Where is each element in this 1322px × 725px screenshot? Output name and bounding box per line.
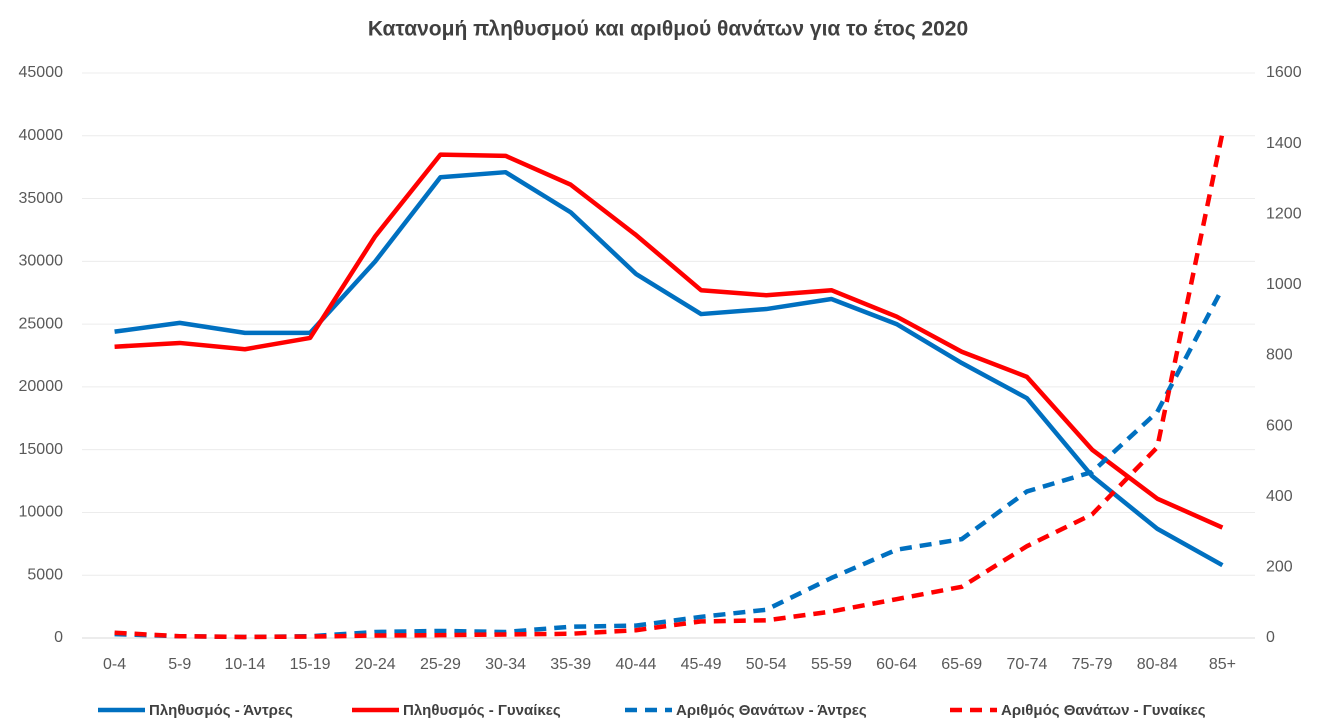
y2-tick-label: 1200 — [1266, 205, 1302, 222]
y-tick-label: 20000 — [19, 378, 64, 395]
legend-label: Πληθυσμός - Γυναίκες — [403, 702, 561, 719]
x-tick-label: 70-74 — [1006, 656, 1047, 673]
x-tick-label: 60-64 — [876, 656, 917, 673]
series-line — [114, 287, 1225, 640]
x-tick-label: 15-19 — [290, 656, 331, 673]
y2-tick-label: 0 — [1266, 629, 1275, 646]
x-tick-label: 30-34 — [485, 656, 526, 673]
x-tick-label: 50-54 — [746, 656, 787, 673]
x-tick-label: 40-44 — [615, 656, 656, 673]
series-line — [114, 152, 1224, 530]
y2-tick-label: 200 — [1266, 559, 1293, 576]
x-tick-label: 5-9 — [168, 656, 191, 673]
y2-tick-label: 1600 — [1266, 64, 1302, 81]
y-tick-label: 40000 — [19, 127, 64, 144]
y2-tick-label: 600 — [1266, 417, 1293, 434]
x-tick-label: 10-14 — [224, 656, 265, 673]
series-line — [114, 132, 1225, 640]
x-tick-label: 75-79 — [1072, 656, 1113, 673]
legend-label: Αριθμός Θανάτων - Άντρες — [676, 702, 867, 719]
x-tick-label: 45-49 — [681, 656, 722, 673]
x-tick-label: 80-84 — [1137, 656, 1178, 673]
y-tick-label: 35000 — [19, 190, 64, 207]
y-tick-label: 5000 — [27, 566, 63, 583]
x-tick-label: 65-69 — [941, 656, 982, 673]
legend-label: Πληθυσμός - Άντρες — [149, 702, 293, 719]
x-tick-label: 85+ — [1209, 656, 1236, 673]
y-tick-label: 30000 — [19, 253, 64, 270]
y-tick-label: 45000 — [19, 64, 64, 81]
x-tick-label: 55-59 — [811, 656, 852, 673]
legend-label: Αριθμός Θανάτων - Γυναίκες — [1001, 702, 1206, 719]
x-tick-label: 0-4 — [103, 656, 126, 673]
y2-tick-label: 400 — [1266, 488, 1293, 505]
y2-tick-label: 1400 — [1266, 135, 1302, 152]
y2-tick-label: 800 — [1266, 347, 1293, 364]
y-tick-label: 25000 — [19, 315, 64, 332]
y-tick-label: 0 — [54, 629, 63, 646]
x-tick-label: 35-39 — [550, 656, 591, 673]
y-tick-label: 15000 — [19, 441, 64, 458]
series-line — [114, 169, 1224, 568]
y-tick-label: 10000 — [19, 504, 64, 521]
x-tick-label: 20-24 — [355, 656, 396, 673]
chart-title: Κατανομή πληθυσμού και αριθμού θανάτων γ… — [368, 18, 968, 41]
x-tick-label: 25-29 — [420, 656, 461, 673]
y2-tick-label: 1000 — [1266, 276, 1302, 293]
